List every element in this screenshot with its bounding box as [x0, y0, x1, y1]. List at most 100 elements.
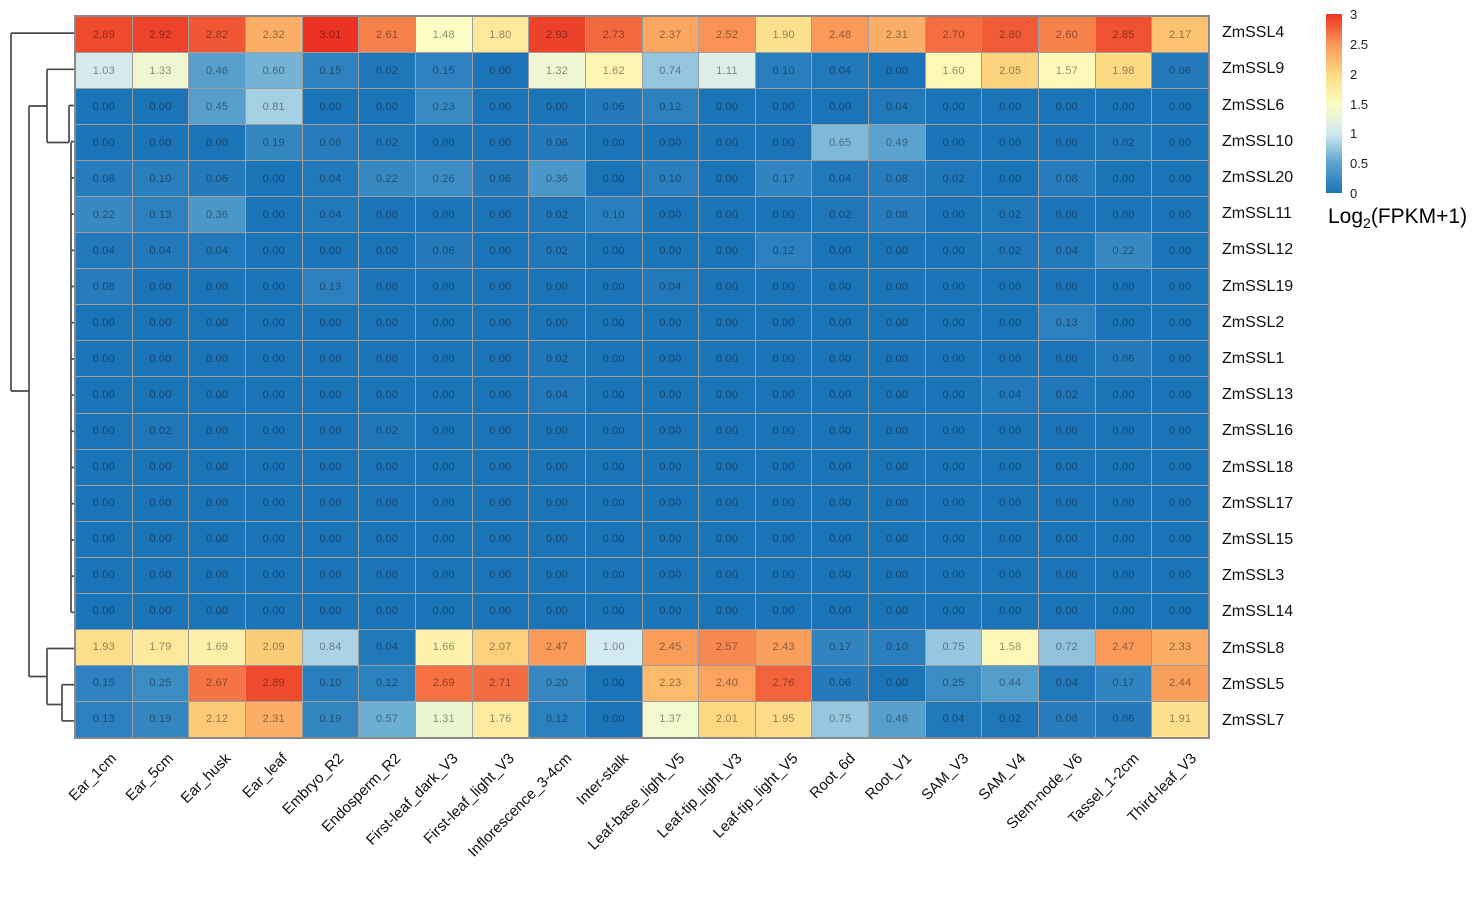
heatmap-cell: 0.00	[1152, 521, 1208, 557]
heatmap-cell: 0.00	[755, 557, 812, 593]
heatmap-cell: 0.02	[529, 341, 585, 377]
heatmap-cell: 0.00	[302, 341, 359, 377]
cell-value: 0.00	[375, 497, 399, 510]
cell-value: 0.06	[489, 172, 512, 185]
cell-value: 2.52	[715, 28, 739, 41]
cell-value: 0.00	[262, 425, 285, 438]
cell-value: 0.00	[262, 280, 285, 293]
cell-value: 0.57	[375, 713, 399, 726]
cell-value: 0.72	[1055, 641, 1078, 654]
heatmap-cell: 0.06	[529, 125, 585, 161]
cell-value: 0.10	[602, 208, 625, 221]
cell-value: 0.23	[432, 100, 455, 113]
cell-value: 0.02	[545, 244, 569, 257]
cell-value: 0.00	[659, 425, 682, 438]
column-label: Root_V1	[862, 750, 916, 804]
cell-value: 0.00	[885, 569, 909, 582]
heatmap-cell: 0.00	[132, 305, 189, 341]
cell-value: 1.48	[432, 28, 455, 41]
heatmap-cell: 0.44	[982, 665, 1039, 701]
heatmap-cell: 0.00	[472, 557, 529, 593]
cell-value: 1.60	[942, 64, 965, 77]
heatmap-cell: 0.00	[1095, 413, 1152, 449]
heatmap-cell: 0.02	[1039, 377, 1095, 413]
cell-value: 0.00	[942, 569, 965, 582]
cell-value: 0.00	[432, 461, 455, 474]
heatmap-cell: 0.00	[982, 161, 1039, 197]
heatmap-cell: 0.00	[1152, 377, 1208, 413]
cell-value: 0.84	[319, 641, 342, 654]
heatmap-cell: 0.00	[812, 233, 869, 269]
heatmap-cell: 0.00	[359, 341, 415, 377]
cell-value: 2.33	[1169, 641, 1192, 654]
row-label: ZmSSL7	[1222, 711, 1285, 729]
cell-value: 0.00	[319, 569, 342, 582]
cell-value: 0.00	[602, 172, 625, 185]
cell-value: 0.46	[885, 713, 909, 726]
cell-value: 0.12	[659, 100, 682, 113]
cell-value: 2.31	[885, 28, 909, 41]
heatmap-cell: 0.02	[925, 161, 982, 197]
heatmap-cell: 0.00	[869, 413, 925, 449]
heatmap-cell: 0.00	[869, 341, 925, 377]
cell-value: 0.04	[319, 172, 342, 185]
heatmap-cell: 0.00	[642, 305, 699, 341]
cell-value: 0.00	[715, 316, 739, 329]
cell-value: 0.44	[999, 677, 1022, 690]
cell-value: 0.00	[489, 244, 512, 257]
cell-value: 0.00	[942, 389, 965, 402]
heatmap-cell: 0.00	[189, 557, 245, 593]
cell-value: 2.32	[262, 28, 285, 41]
heatmap-cell: 0.00	[245, 593, 302, 629]
heatmap-cell: 0.00	[132, 89, 189, 125]
column-label: SAM_V4	[975, 750, 1030, 804]
heatmap-cell: 0.22	[1095, 233, 1152, 269]
cell-value: 2.05	[999, 64, 1022, 77]
heatmap-cell: 0.17	[755, 161, 812, 197]
heatmap-cell: 0.36	[189, 197, 245, 233]
cell-value: 1.66	[432, 641, 455, 654]
heatmap-cell: 0.46	[869, 701, 925, 737]
heatmap-cell: 0.08	[869, 161, 925, 197]
heatmap-cell: 0.00	[302, 233, 359, 269]
cell-value: 0.02	[1055, 389, 1078, 402]
cell-value: 0.00	[1055, 208, 1078, 221]
cell-value: 0.02	[942, 172, 965, 185]
row-label: ZmSSL17	[1222, 494, 1294, 512]
cell-value: 2.70	[942, 28, 965, 41]
heatmap-cell: 0.02	[132, 413, 189, 449]
cell-value: 0.00	[319, 461, 342, 474]
cell-value: 2.69	[432, 677, 455, 690]
cell-value: 0.00	[885, 461, 909, 474]
heatmap-cell: 0.13	[76, 701, 132, 737]
heatmap-cell: 0.00	[699, 233, 755, 269]
heatmap-cell: 0.00	[585, 701, 642, 737]
cell-value: 1.37	[659, 713, 682, 726]
heatmap-cell: 0.00	[982, 593, 1039, 629]
cell-value: 0.00	[206, 316, 229, 329]
cell-value: 0.00	[1112, 461, 1135, 474]
heatmap-cell: 0.04	[1039, 665, 1095, 701]
cell-value: 0.00	[1169, 533, 1192, 546]
heatmap-cell: 0.00	[245, 269, 302, 305]
heatmap-cell: 1.37	[642, 701, 699, 737]
heatmap-cell: 0.00	[359, 197, 415, 233]
heatmap-cell: 0.10	[585, 197, 642, 233]
cell-value: 0.00	[999, 605, 1022, 618]
cell-value: 0.19	[149, 713, 172, 726]
cell-value: 0.12	[545, 713, 569, 726]
cell-value: 0.00	[319, 389, 342, 402]
heatmap-cell: 0.13	[302, 269, 359, 305]
cell-value: 0.00	[489, 64, 512, 77]
heatmap-cell: 2.89	[76, 17, 132, 53]
cell-value: 0.00	[206, 280, 229, 293]
cell-value: 0.04	[829, 172, 852, 185]
cell-value: 0.00	[659, 244, 682, 257]
cell-value: 0.00	[942, 461, 965, 474]
heatmap-cell: 0.00	[1152, 413, 1208, 449]
cell-value: 0.00	[885, 280, 909, 293]
heatmap-cell: 0.00	[642, 593, 699, 629]
heatmap-cell: 0.04	[812, 161, 869, 197]
cell-value: 0.36	[206, 208, 229, 221]
